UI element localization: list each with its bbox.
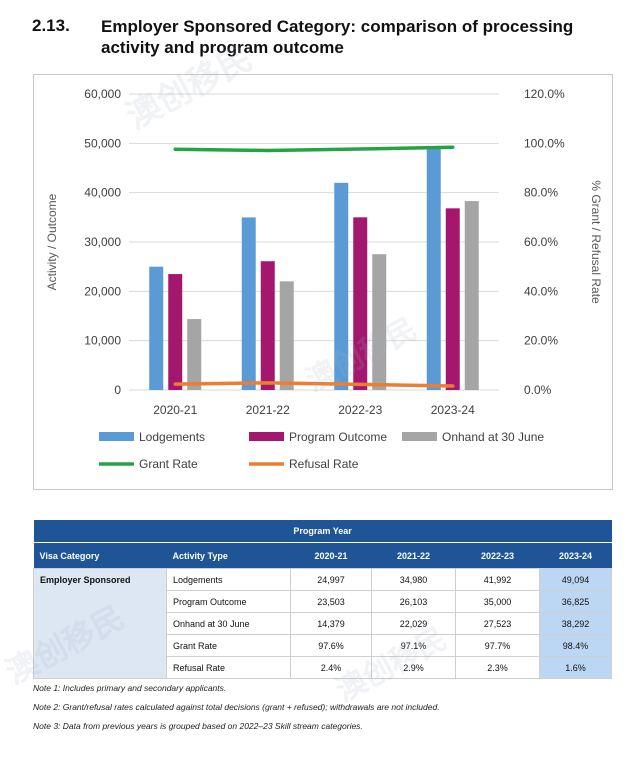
bar — [464, 201, 479, 390]
legend-label: Refusal Rate — [289, 457, 359, 471]
bar — [279, 281, 294, 390]
y2-axis-title: % Grant / Refusal Rate — [589, 180, 603, 304]
y-tick-label: 60,000 — [84, 87, 121, 101]
table-row: Grant Rate 97.6% 97.1% 97.7% 98.4% — [34, 634, 613, 657]
value-cell: 97.7% — [455, 634, 540, 657]
note-1: Note 1: Includes primary and secondary a… — [33, 683, 227, 693]
bar — [187, 319, 202, 390]
column-header: Activity Type — [166, 542, 291, 569]
value-cell-highlighted: 98.4% — [538, 634, 613, 657]
table-row: Employer Sponsored Lodgements 24,997 34,… — [33, 568, 613, 679]
y2-tick-label: 100.0% — [524, 136, 565, 150]
combo-chart: 0 10,000 20,000 30,000 40,000 50,000 60,000 0.0… — [45, 87, 603, 471]
value-cell: 2.9% — [371, 656, 456, 679]
value-cell-highlighted: 36,825 — [538, 590, 613, 613]
value-cell: 41,992 — [455, 568, 540, 591]
table-group-header: Program Year — [33, 520, 612, 543]
bar — [241, 217, 256, 390]
bar — [334, 182, 349, 390]
y-tick-label: 50,000 — [84, 136, 121, 150]
value-cell: 97.6% — [290, 634, 372, 657]
column-header: 2020-21 — [290, 542, 372, 569]
activity-cell: Onhand at 30 June — [166, 612, 291, 635]
activity-cell: Lodgements — [166, 568, 291, 591]
legend-label: Lodgements — [139, 430, 205, 444]
table-header-row: Visa Category Activity Type 2020-21 2021… — [33, 542, 612, 569]
bar — [353, 217, 368, 390]
bar — [445, 208, 460, 390]
bar — [260, 261, 275, 390]
value-cell: 97.1% — [371, 634, 456, 657]
note-2: Note 2: Grant/refusal rates calculated a… — [33, 702, 440, 712]
value-cell-highlighted: 1.6% — [538, 656, 613, 679]
legend-label: Program Outcome — [289, 430, 387, 444]
legend-swatch — [249, 432, 284, 441]
legend-swatch — [402, 432, 437, 441]
bar — [168, 274, 183, 390]
series-line — [173, 145, 455, 153]
value-cell: 26,103 — [371, 590, 456, 613]
value-cell: 27,523 — [455, 612, 540, 635]
legend-label: Onhand at 30 June — [442, 430, 544, 444]
value-cell: 2.3% — [455, 656, 540, 679]
y2-tick-label: 60.0% — [524, 235, 558, 249]
x-tick-label: 2023-24 — [431, 403, 475, 417]
series-line — [173, 381, 455, 388]
notes: Note 1: Includes primary and secondary a… — [33, 683, 611, 740]
value-cell: 34,980 — [371, 568, 456, 591]
y-tick-label: 20,000 — [84, 284, 121, 298]
value-cell: 14,379 — [290, 612, 372, 635]
y-tick-label: 30,000 — [84, 235, 121, 249]
column-header: 2023-24 — [539, 542, 612, 569]
y2-tick-label: 40.0% — [524, 284, 558, 298]
note-3: Note 3: Data from previous years is grou… — [33, 721, 363, 731]
activity-cell: Program Outcome — [166, 590, 291, 613]
section-number: 2.13. — [32, 16, 70, 35]
y2-tick-label: 120.0% — [524, 87, 565, 101]
column-header: Visa Category — [33, 542, 167, 569]
y2-tick-label: 20.0% — [524, 334, 558, 348]
x-tick-label: 2021-22 — [246, 403, 290, 417]
value-cell-highlighted: 38,292 — [538, 612, 613, 635]
y2-tick-label: 80.0% — [524, 186, 558, 200]
chart-frame: 0 10,000 20,000 30,000 40,000 50,000 60,000 0.0… — [33, 74, 613, 490]
value-cell: 22,029 — [371, 612, 456, 635]
y2-tick-label: 0.0% — [524, 383, 552, 397]
legend-swatch — [99, 432, 134, 441]
legend-label: Grant Rate — [139, 457, 198, 471]
column-header: 2022-23 — [455, 542, 540, 569]
column-header: 2021-22 — [371, 542, 456, 569]
value-cell: 35,000 — [455, 590, 540, 613]
data-table-wrapper: Program Year Visa Category Activity Type… — [33, 520, 613, 679]
table-row: Program Outcome 23,503 26,103 35,000 36,… — [34, 590, 613, 613]
x-tick-label: 2020-21 — [153, 403, 197, 417]
table-row: Refusal Rate 2.4% 2.9% 2.3% 1.6% — [34, 656, 613, 679]
value-cell: 2.4% — [290, 656, 372, 679]
x-tick-label: 2022-23 — [338, 403, 382, 417]
visa-category-cell: Employer Sponsored — [33, 568, 167, 679]
y-tick-label: 40,000 — [84, 186, 121, 200]
y-tick-label: 10,000 — [84, 334, 121, 348]
bar — [372, 254, 387, 390]
data-table: Program Year Visa Category Activity Type… — [33, 520, 613, 679]
value-cell-highlighted: 49,094 — [538, 568, 613, 591]
bar — [426, 147, 441, 390]
section-title: Employer Sponsored Category: comparison … — [101, 17, 574, 57]
activity-cell: Grant Rate — [166, 634, 291, 657]
y-tick-label: 0 — [114, 383, 121, 397]
y-axis-title: Activity / Outcome — [45, 193, 59, 290]
table-group-header-row: Program Year — [33, 520, 612, 543]
activity-cell: Refusal Rate — [166, 656, 291, 679]
table-row: Onhand at 30 June 14,379 22,029 27,523 3… — [34, 612, 613, 635]
value-cell: 24,997 — [290, 568, 372, 591]
bar — [149, 266, 164, 390]
value-cell: 23,503 — [290, 590, 372, 613]
